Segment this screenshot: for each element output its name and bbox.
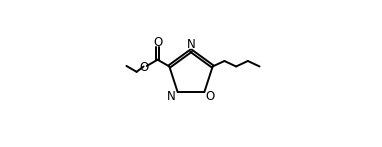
Text: N: N: [187, 38, 195, 51]
Text: O: O: [153, 36, 162, 49]
Text: O: O: [206, 90, 215, 103]
Text: N: N: [167, 90, 176, 103]
Text: O: O: [139, 61, 149, 74]
